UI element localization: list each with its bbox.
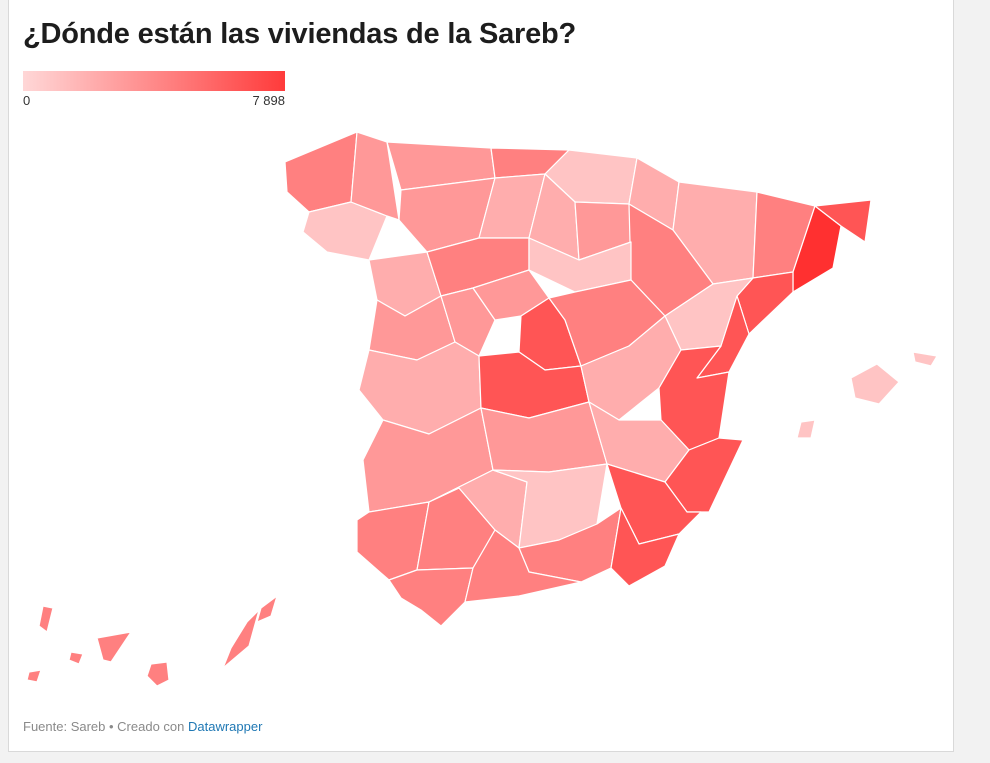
region-ibiza[interactable] (796, 419, 816, 439)
region-tenerife[interactable] (96, 631, 132, 663)
region-mallorca[interactable] (850, 363, 900, 405)
footer-separator: • (105, 719, 118, 734)
footer-source: Fuente: Sareb (23, 719, 106, 734)
chart-title: ¿Dónde están las viviendas de la Sareb? (23, 18, 577, 50)
region-fuerteventura[interactable] (222, 609, 260, 669)
region-malaga[interactable] (464, 529, 582, 603)
page-scrollbar-gutter (956, 0, 990, 763)
spain-choropleth-map (26, 131, 938, 687)
chart-card: ¿Dónde están las viviendas de la Sareb? … (8, 0, 954, 752)
datawrapper-link[interactable]: Datawrapper (188, 719, 263, 734)
region-la-palma[interactable] (38, 605, 54, 633)
chart-footer: Fuente: Sareb • Creado con Datawrapper (23, 719, 262, 734)
region-cadiz[interactable] (388, 567, 474, 627)
legend-labels: 0 7 898 (23, 93, 285, 109)
region-el-hierro[interactable] (26, 669, 42, 683)
legend-min-label: 0 (23, 93, 31, 108)
region-gran-canaria[interactable] (146, 661, 170, 687)
legend-max-label: 7 898 (252, 93, 285, 108)
color-legend: 0 7 898 (23, 71, 285, 109)
region-la-gomera[interactable] (68, 651, 84, 665)
region-galicia-inland[interactable] (350, 131, 400, 221)
region-lanzarote[interactable] (256, 595, 278, 623)
region-avila[interactable] (440, 287, 496, 357)
legend-gradient-bar (23, 71, 285, 91)
footer-created-with: Creado con (117, 719, 188, 734)
region-menorca[interactable] (912, 351, 938, 367)
region-galicia-north[interactable] (284, 131, 358, 213)
region-almeria[interactable] (610, 507, 680, 587)
region-girona[interactable] (814, 199, 872, 243)
